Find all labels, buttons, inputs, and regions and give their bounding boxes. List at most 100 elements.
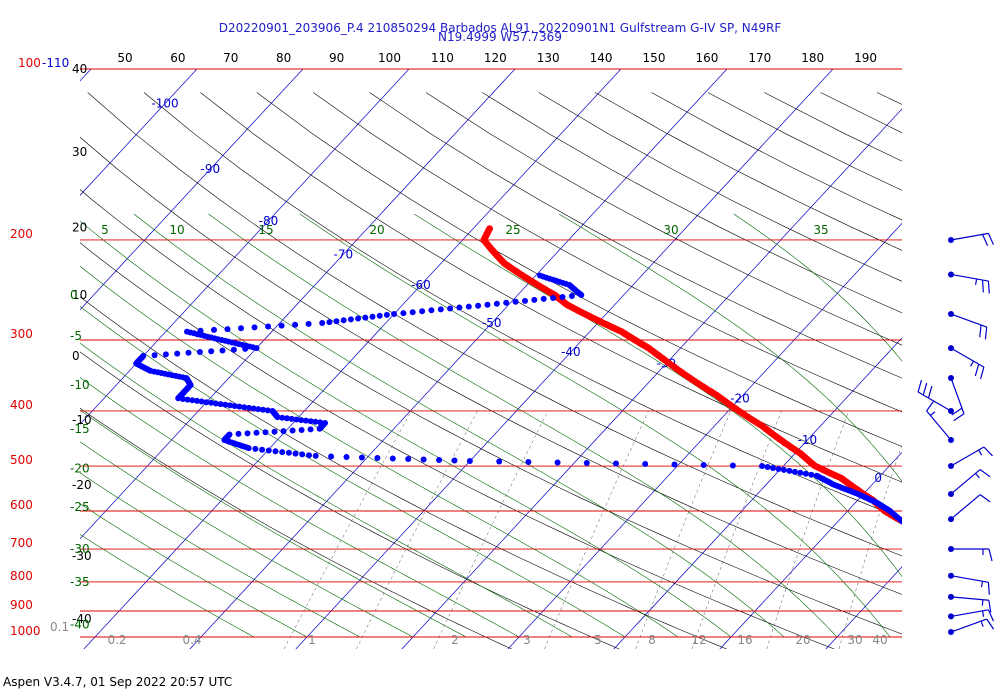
dewpoint-point: [911, 528, 917, 534]
isotherm-label: -90: [201, 162, 221, 176]
moist-adiabat-label: 30: [663, 223, 678, 237]
wind-barb-staff: [950, 446, 985, 467]
dewpoint-point: [531, 296, 538, 303]
moist-adiabat-label: 0: [70, 288, 78, 302]
dewpoint-point: [568, 293, 575, 299]
isotherm-line: [83, 69, 622, 649]
dewpoint-point: [951, 584, 957, 590]
temperature-point: [916, 526, 923, 533]
isotherm-line: [507, 222, 902, 649]
temperature-point: [975, 585, 982, 592]
dewpoint-point: [953, 588, 959, 594]
dewpoint-point: [512, 298, 519, 305]
temperature-point: [946, 551, 953, 558]
isotherm-label: -80: [259, 214, 279, 228]
dewpoint-point: [312, 452, 319, 459]
dewpoint-point: [968, 615, 974, 621]
dewpoint-point: [932, 548, 938, 554]
temperature-point: [992, 600, 999, 607]
mixing-ratio-line: [904, 411, 972, 649]
dewpoint-point: [952, 587, 958, 593]
mixing-ratio-label: 20: [795, 633, 810, 647]
temperature-point: [956, 561, 963, 568]
temperature-point: [991, 599, 998, 606]
temperature-point: [942, 546, 949, 553]
temperature-point: [939, 544, 946, 551]
temperature-point: [962, 569, 969, 576]
wind-barb-halfflag: [930, 411, 936, 416]
dewpoint-point: [522, 297, 528, 304]
dewpoint-point: [241, 404, 248, 411]
wind-barb-staff: [950, 494, 981, 520]
wind-barb-flag: [917, 379, 923, 393]
dewpoint-point: [299, 451, 306, 458]
mixing-ratio-label: 12: [691, 633, 706, 647]
dewpoint-point: [347, 316, 354, 323]
dewpoint-point: [292, 450, 299, 457]
moist-adiabat-label: -15: [70, 422, 90, 436]
dewpoint-point: [355, 315, 362, 322]
pressure-label: 1000: [10, 624, 41, 638]
dewpoint-point: [770, 465, 776, 471]
dewpoint-point: [217, 401, 224, 408]
wind-barb-flag: [927, 385, 933, 399]
wind-barb-staff: [950, 232, 989, 241]
dewpoint-point: [959, 600, 965, 606]
temperature-point: [979, 589, 986, 596]
pressure-label: 500: [10, 453, 33, 467]
top-tick-label: 80: [276, 51, 291, 65]
temperature-point: [909, 523, 916, 530]
temperature-point: [971, 580, 978, 587]
temperature-point: [937, 542, 944, 549]
wind-barb-halfflag: [978, 449, 983, 456]
dry-adiabat-line: [482, 92, 902, 314]
dewpoint-point: [700, 462, 707, 468]
isotherm-label: -50: [482, 316, 502, 330]
dewpoint-point: [923, 539, 929, 545]
mixing-ratio-grid: [283, 410, 972, 649]
dewpoint-point: [962, 604, 968, 610]
pressure-label: 400: [10, 398, 33, 412]
isotherm-label: 0: [874, 471, 882, 485]
dewpoint-point: [292, 321, 299, 328]
temperature-point: [961, 568, 968, 575]
temperature-point: [990, 599, 997, 606]
top-tick-label: 140: [590, 51, 613, 65]
wind-barb-flag: [988, 548, 993, 562]
temperature-point: [982, 592, 989, 599]
pressure-label: 800: [10, 569, 33, 583]
isotherm-line: [189, 69, 728, 649]
dewpoint-point: [208, 399, 215, 406]
dry-adiabat-line: [80, 189, 902, 635]
moist-adiabat-line: [558, 213, 902, 482]
isotherm-line: [719, 451, 902, 649]
dewpoint-point: [151, 352, 158, 359]
dewpoint-point: [219, 347, 226, 354]
temperature-point: [959, 564, 966, 571]
dewpoint-point: [939, 558, 945, 564]
dry-adiabat-line: [80, 407, 512, 649]
dewpoint-point: [197, 327, 204, 334]
dewpoint-point: [198, 398, 205, 405]
top-tick-label: 50: [117, 51, 132, 65]
temperature-point: [960, 566, 967, 573]
dry-adiabat-line: [820, 92, 902, 134]
dry-adiabat-line: [80, 351, 620, 649]
isotherm-grid: [80, 69, 902, 649]
dewpoint-point: [265, 447, 272, 454]
dewpoint-point: [456, 304, 463, 311]
dewpoint-point: [194, 397, 200, 404]
pressure-label-suffix: -110: [42, 56, 69, 70]
mixing-ratio-line: [356, 410, 478, 649]
dewpoint-point: [222, 401, 229, 408]
dry-adiabat-line: [80, 242, 835, 649]
dewpoint-point: [775, 466, 782, 472]
dewpoint-point: [419, 308, 426, 315]
mixing-ratio-line: [691, 410, 782, 649]
wind-barb-staff: [950, 347, 985, 368]
dry-adiabat-line: [143, 92, 902, 519]
dewpoint-point: [904, 522, 910, 528]
dewpoint-point: [949, 579, 955, 585]
dewpoint-point: [969, 616, 975, 622]
moist-adiabat-line: [299, 213, 891, 638]
